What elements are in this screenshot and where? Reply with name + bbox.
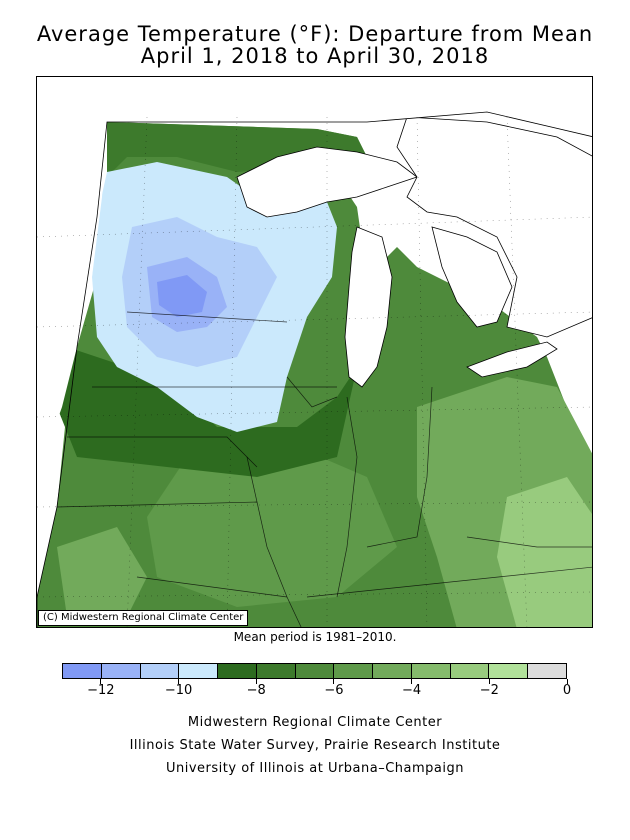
legend-tick-label: −10	[164, 683, 193, 698]
map-credit-label: (C) Midwestern Regional Climate Center	[38, 610, 249, 626]
legend-swatch	[373, 664, 412, 678]
color-legend	[62, 663, 567, 679]
legend-swatch	[411, 664, 451, 678]
map-date-range: April 1, 2018 to April 30, 2018	[140, 44, 490, 68]
legend-tick-mark	[100, 679, 102, 684]
map-panel: (C) Midwestern Regional Climate Center	[36, 76, 593, 628]
legend-tick-mark	[333, 679, 335, 684]
region-blue-deepest	[157, 275, 207, 317]
legend-tick-label: 0	[562, 683, 572, 698]
legend-swatch	[101, 664, 141, 678]
legend-swatch	[63, 664, 102, 678]
legend-swatch	[218, 664, 257, 678]
legend-swatch	[140, 664, 180, 678]
legend-tick-mark	[178, 679, 180, 684]
lake-superior	[236, 146, 418, 218]
ontario-canada-land	[396, 116, 592, 338]
footer-institute: Illinois State Water Survey, Prairie Res…	[129, 738, 501, 753]
footer-organization: Midwestern Regional Climate Center	[187, 715, 443, 730]
legend-swatch	[334, 664, 374, 678]
legend-tick-label: −8	[246, 683, 266, 698]
lake-erie	[466, 341, 558, 378]
legend-tick-label: −4	[402, 683, 422, 698]
legend-swatch	[528, 664, 566, 678]
legend-swatch	[179, 664, 219, 678]
region-mid-south	[147, 447, 397, 607]
state-boundaries	[56, 311, 592, 627]
lake-huron	[431, 226, 513, 328]
graticule	[37, 116, 592, 627]
legend-swatch	[489, 664, 529, 678]
legend-tick-mark	[255, 679, 257, 684]
mean-period-note: Mean period is 1981–2010.	[233, 630, 397, 644]
region-pale-southwest	[57, 527, 147, 617]
legend-tick-mark	[488, 679, 490, 684]
legend-tick-label: −12	[87, 683, 115, 698]
legend-swatch	[256, 664, 296, 678]
legend-tick-label: −6	[324, 683, 344, 698]
region-dark-band	[57, 347, 357, 477]
canada-west-land	[37, 117, 107, 477]
map-title: Average Temperature (°F): Departure from…	[36, 22, 594, 46]
footer-university: University of Illinois at Urbana–Champai…	[166, 761, 464, 776]
temperature-map	[37, 77, 592, 627]
legend-tick-mark	[411, 679, 413, 684]
map-region-outline	[37, 111, 592, 627]
legend-swatch	[295, 664, 335, 678]
legend-tick-mark	[566, 679, 568, 684]
canada-north-land	[37, 77, 592, 137]
legend-swatch	[450, 664, 490, 678]
lake-michigan	[344, 226, 393, 388]
region-lightest-southeast	[497, 477, 592, 627]
legend-tick-label: −2	[479, 683, 499, 698]
